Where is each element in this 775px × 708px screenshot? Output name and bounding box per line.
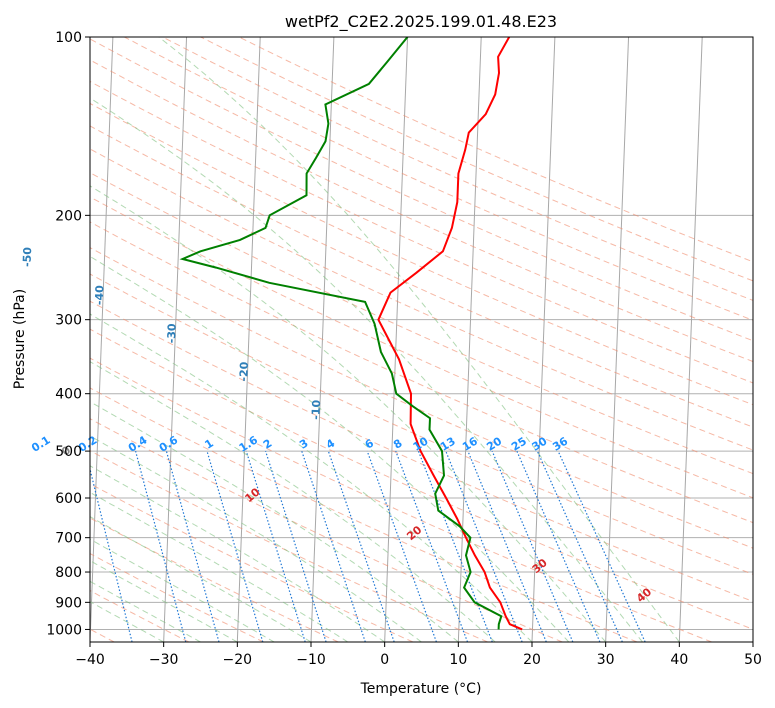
isotherm-line (605, 37, 630, 642)
x-tick-label: 50 (744, 652, 762, 668)
dry-adiabat-line (90, 196, 753, 499)
mixing-ratio-line (417, 450, 493, 642)
x-tick-label: 40 (670, 652, 688, 668)
y-tick-label: 500 (55, 444, 82, 460)
dry-adiabat-line (162, 37, 753, 301)
temperature-line (377, 37, 523, 631)
mixing-ratio-line (90, 466, 133, 642)
dry-adiabat-line (90, 148, 753, 451)
mixing-ratio-line (395, 450, 469, 642)
x-tick-label: 10 (449, 652, 467, 668)
dry-adiabat-label: -20 (237, 361, 251, 382)
dry-adiabat-line (90, 387, 638, 642)
x-axis-label: Temperature (°C) (360, 681, 482, 697)
ticks-layer: −40 −30 −20 −10 0 10 20 30 40 50 100 200 300 400 500 60… (46, 30, 762, 668)
x-tick-label: 30 (597, 652, 615, 668)
dry-adiabat-line (90, 589, 190, 642)
x-tick-label: −20 (223, 652, 253, 668)
dry-adiabat-label: -50 (21, 246, 35, 267)
mixing-ratio-line (327, 450, 395, 642)
moist-adiabat-line (90, 435, 422, 642)
mixing-ratio-line (165, 450, 220, 642)
y-tick-label: 400 (55, 387, 82, 403)
y-tick-label: 300 (55, 313, 82, 329)
mixing-ratio-line (135, 450, 187, 642)
y-tick-label: 700 (55, 531, 82, 547)
y-tick-label: 100 (55, 30, 82, 46)
isotherm-line (90, 37, 114, 642)
dry-adiabat-label: -10 (309, 399, 323, 420)
isotherm-line (678, 37, 703, 642)
dry-adiabat-line (90, 80, 753, 384)
moist-adiabat-line (90, 185, 607, 642)
moist-adiabat-line (90, 313, 533, 642)
mixing-ratio-line (206, 450, 264, 642)
dry-adiabat-line (90, 247, 753, 549)
moist-adiabat-line (90, 401, 459, 642)
x-tick-label: −10 (296, 652, 326, 668)
moist-adiabat-line (90, 516, 312, 642)
moist-adiabat-line (90, 538, 275, 642)
dry-adiabat-line (90, 357, 712, 642)
grid-layer (90, 37, 753, 642)
dry-adiabat-line (90, 418, 563, 642)
isotherm-line (236, 37, 261, 642)
mixing-ratio-line (467, 450, 547, 642)
y-tick-label: 800 (55, 565, 82, 581)
dry-adiabat-line (124, 37, 753, 321)
plot-frame (89, 36, 754, 643)
dry-adiabat-label: -40 (93, 285, 107, 306)
moist-adiabat-line (90, 361, 496, 642)
moist-adiabat-line (90, 491, 349, 642)
chart-title: wetPf2_C2E2.2025.199.01.48.E23 (285, 12, 557, 32)
mixing-ratio-line (366, 450, 437, 642)
moist-adiabat-line (90, 465, 385, 642)
dry-adiabat-line (90, 125, 753, 428)
isotherm-line (457, 37, 482, 642)
dewpoint-line (179, 37, 503, 630)
dry-adiabat-label: -30 (165, 323, 179, 344)
x-tick-label: 20 (523, 652, 541, 668)
mixing-ratio-line (491, 450, 574, 642)
x-tick-label: −40 (75, 652, 105, 668)
y-tick-label: 900 (55, 595, 82, 611)
y-tick-label: 200 (55, 208, 82, 224)
x-tick-label: −30 (149, 652, 179, 668)
y-axis-label: Pressure (hPa) (12, 289, 28, 389)
mixing-ratio-line (445, 450, 523, 642)
dry-adiabat-line (90, 221, 753, 524)
isotherm-line (384, 37, 409, 642)
dry-adiabat-line (90, 553, 264, 642)
y-tick-label: 600 (55, 491, 82, 507)
series-layer (179, 37, 523, 631)
isotherm-line (163, 37, 188, 642)
dry-adiabat-line (90, 450, 488, 642)
dry-adiabat-line (90, 59, 753, 363)
moist-adiabat-line (90, 97, 643, 642)
x-tick-label: 0 (380, 652, 389, 668)
y-tick-label: 1000 (46, 622, 82, 638)
